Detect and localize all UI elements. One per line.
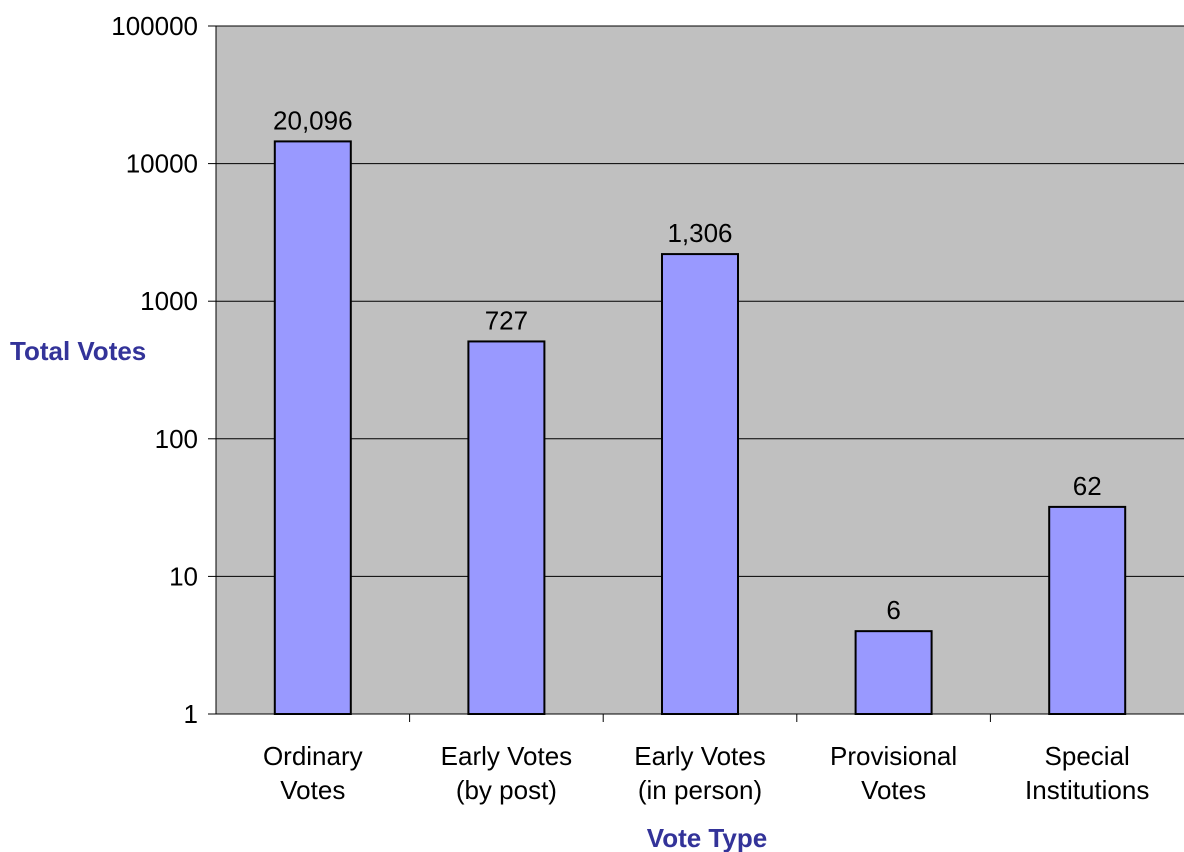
x-tick-label: Provisional: [830, 741, 957, 771]
data-label: 20,096: [273, 105, 353, 135]
x-axis-title: Vote Type: [647, 823, 767, 852]
y-tick-label: 100: [155, 424, 198, 454]
y-tick-labels: 1 10 100 1000 10000 100000: [111, 11, 198, 729]
x-tick-label: (in person): [638, 775, 762, 805]
x-tick-label: Institutions: [1025, 775, 1149, 805]
y-tick-label: 1000: [140, 286, 198, 316]
x-tick-label: Early Votes: [441, 741, 573, 771]
data-label: 727: [485, 305, 528, 335]
x-tick-label: Special: [1045, 741, 1130, 771]
y-tick-label: 10000: [126, 149, 198, 179]
data-label: 1,306: [667, 218, 732, 248]
y-tick-label: 10: [169, 561, 198, 591]
x-tick-labels: Ordinary Votes Early Votes (by post) Early V…: [263, 741, 1149, 805]
y-tick-label: 1: [184, 699, 198, 729]
data-label: 62: [1073, 471, 1102, 501]
x-tick-label: Ordinary: [263, 741, 363, 771]
bar: [273, 140, 352, 716]
bars: [273, 140, 1127, 716]
data-labels: 20,096 727 1,306 6 62: [273, 105, 1102, 625]
x-tick-label: Votes: [861, 775, 926, 805]
bar: [1048, 505, 1127, 715]
y-axis-title: Total Votes: [10, 336, 146, 366]
bar: [854, 630, 933, 716]
x-tick-label: Early Votes: [634, 741, 766, 771]
y-tick-label: 100000: [111, 11, 198, 41]
bar: [661, 253, 739, 715]
bar: [467, 340, 546, 715]
x-tick-label: (by post): [456, 775, 557, 805]
data-label: 6: [886, 595, 900, 625]
x-tick-label: Votes: [280, 775, 345, 805]
axes: [208, 25, 1184, 722]
